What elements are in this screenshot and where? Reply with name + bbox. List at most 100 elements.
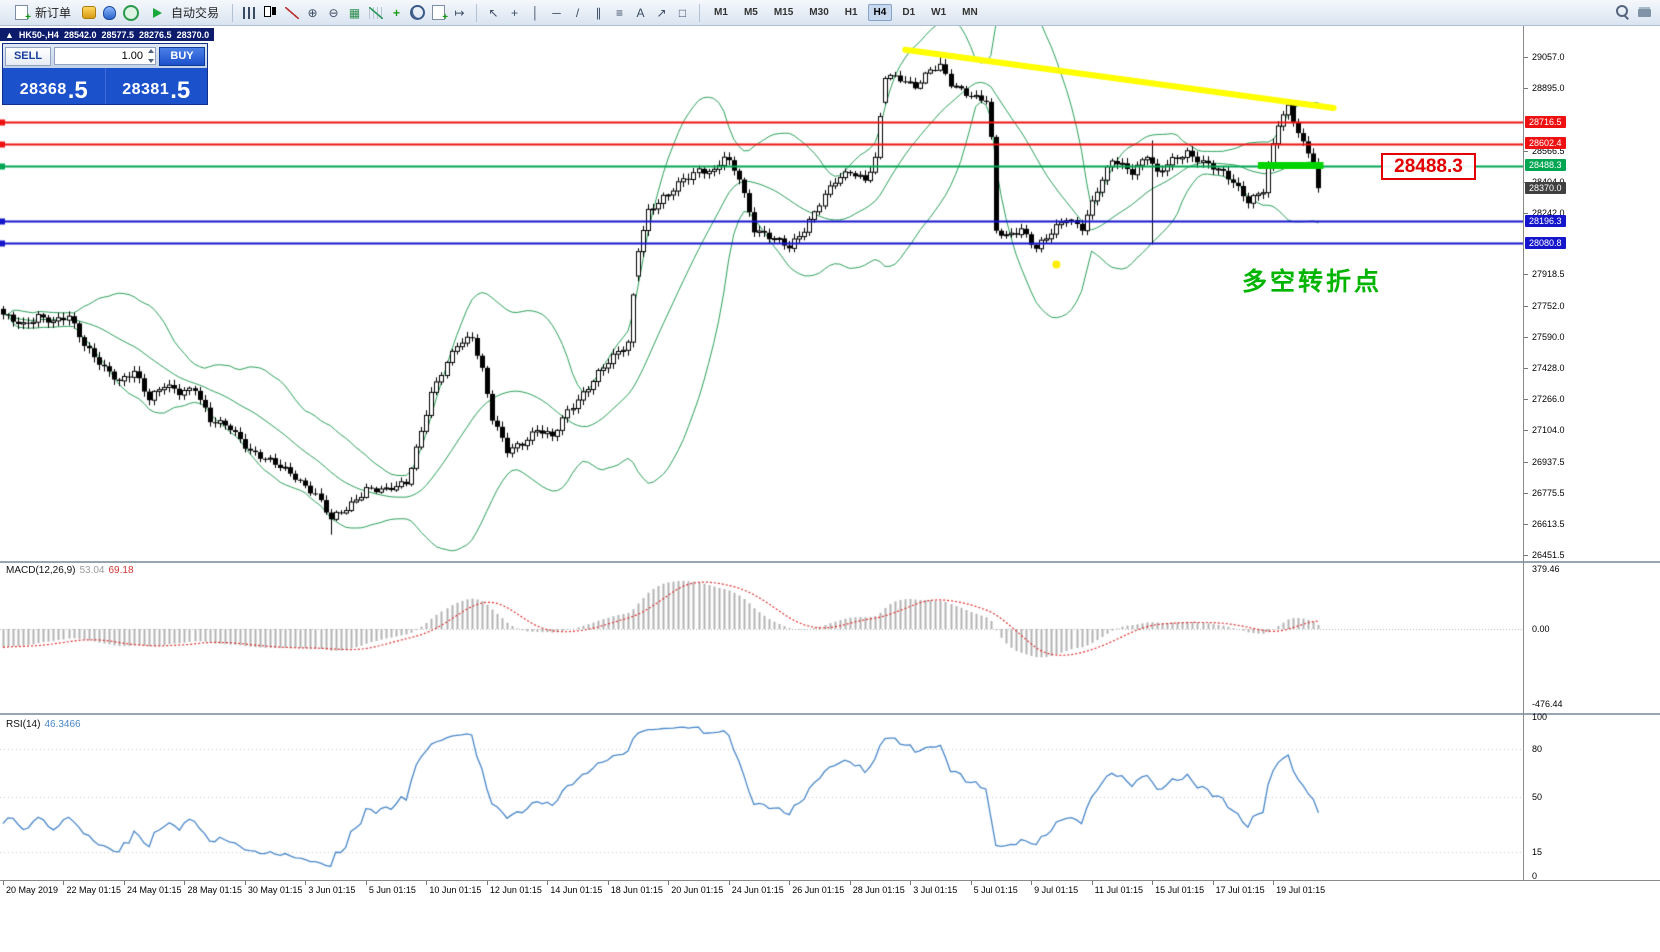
- price-axis-tick: [1524, 399, 1528, 400]
- price-level-label: 28716.5: [1525, 115, 1566, 128]
- rsi-splitter[interactable]: [0, 713, 1660, 715]
- buy-price-button[interactable]: 28381 .5: [104, 68, 208, 104]
- text-icon[interactable]: A: [636, 5, 645, 20]
- new-order-button[interactable]: 新订单: [6, 2, 77, 23]
- price-level-label: 28602.4: [1525, 137, 1566, 150]
- horizontal-line-icon[interactable]: ─: [552, 5, 561, 20]
- new-order-icon: [12, 4, 31, 23]
- price-axis-tick: [1524, 462, 1528, 463]
- timeframe-h1[interactable]: H1: [844, 7, 858, 18]
- price-level-label: 28370.0: [1525, 181, 1566, 194]
- volume-field[interactable]: [54, 47, 156, 65]
- price-axis-tick: [1524, 88, 1528, 89]
- volume-down-icon[interactable]: [148, 59, 154, 63]
- arrows-icon[interactable]: ↗: [656, 5, 667, 20]
- chart-shift-icon[interactable]: ↦: [454, 5, 465, 20]
- add-indicator-icon[interactable]: +: [393, 5, 401, 20]
- time-axis-label: 20 Jun 01:15: [671, 885, 724, 895]
- time-axis-label: 9 Jul 01:15: [1034, 885, 1079, 895]
- macd-splitter[interactable]: [0, 561, 1660, 563]
- profiles-icon[interactable]: [100, 4, 119, 21]
- zoom-in-icon[interactable]: ⊕: [307, 5, 318, 20]
- time-axis-label: 28 Jun 01:15: [852, 885, 905, 895]
- print-icon[interactable]: [1635, 4, 1654, 21]
- indicators-icon[interactable]: [366, 4, 385, 21]
- time-axis-tick: [1213, 881, 1214, 885]
- one-click-prices: 28368 .5 28381 .5: [3, 68, 207, 104]
- time-axis-label: 5 Jun 01:15: [368, 885, 416, 895]
- time-axis-label: 3 Jul 01:15: [913, 885, 958, 895]
- macd-signal-value: 69.18: [108, 565, 134, 576]
- volume-spinner[interactable]: [148, 49, 154, 63]
- one-click-trading-panel: SELL BUY 28368 .5 28381 .5: [2, 43, 208, 105]
- time-axis-label: 22 May 01:15: [66, 885, 122, 895]
- rsi-value: 46.3466: [44, 719, 81, 730]
- time-axis-tick: [910, 881, 911, 885]
- price-axis-label: 26775.5: [1532, 487, 1565, 498]
- time-axis-tick: [789, 881, 790, 885]
- price-axis-label: 26937.5: [1532, 456, 1565, 467]
- refresh-icon[interactable]: [121, 4, 140, 21]
- macd-axis-label: 0.00: [1532, 624, 1550, 634]
- price-level-label: 28196.3: [1525, 214, 1566, 227]
- price-axis[interactable]: 29057.028895.028566.528404.028242.027918…: [1524, 26, 1660, 561]
- timeframe-h4[interactable]: H4: [867, 4, 893, 21]
- price-axis-tick: [1524, 430, 1528, 431]
- timeframe-w1[interactable]: W1: [931, 7, 947, 18]
- buy-button[interactable]: BUY: [159, 46, 205, 66]
- time-axis-tick: [3, 881, 4, 885]
- note-text[interactable]: 多空转折点: [1242, 268, 1383, 296]
- time-axis-label: 20 May 2019: [6, 885, 59, 895]
- price-axis-label: 27266.0: [1532, 393, 1565, 404]
- time-axis-label: 28 May 01:15: [187, 885, 242, 895]
- volume-input[interactable]: [55, 48, 155, 64]
- price-axis-tick: [1524, 337, 1528, 338]
- time-axis-label: 30 May 01:15: [247, 885, 303, 895]
- price-callout[interactable]: 28488.3: [1381, 153, 1476, 180]
- price-axis-label: 26451.5: [1532, 549, 1565, 560]
- timeframe-m30[interactable]: M30: [809, 7, 829, 18]
- time-axis-tick: [63, 881, 64, 885]
- timeframe-m15[interactable]: M15: [773, 7, 794, 18]
- timeframe-mn[interactable]: MN: [962, 7, 978, 18]
- time-axis-label: 10 Jun 01:15: [429, 885, 482, 895]
- rsi-panel-canvas[interactable]: [0, 716, 1523, 878]
- vertical-line-icon[interactable]: │: [531, 5, 540, 20]
- period-icon[interactable]: [408, 4, 427, 21]
- toolbar-right-group: [1614, 4, 1654, 21]
- tile-windows-icon[interactable]: ▦: [348, 5, 361, 20]
- time-axis-tick: [1031, 881, 1032, 885]
- timeframe-m5[interactable]: M5: [743, 7, 758, 18]
- main-chart-canvas[interactable]: [0, 26, 1523, 561]
- price-axis-label: 28242.0: [1532, 207, 1565, 218]
- templates-icon[interactable]: [429, 4, 448, 23]
- channel-icon[interactable]: ∥: [595, 5, 602, 20]
- price-axis-label: 26613.5: [1532, 518, 1565, 529]
- fibonacci-icon[interactable]: ≡: [616, 5, 624, 20]
- line-chart-icon[interactable]: [282, 4, 301, 21]
- time-axis-label: 14 Jun 01:15: [550, 885, 603, 895]
- time-axis-tick: [608, 881, 609, 885]
- timeframe-m1[interactable]: M1: [714, 7, 728, 18]
- macd-panel-canvas[interactable]: [0, 563, 1523, 712]
- search-icon[interactable]: [1614, 4, 1633, 21]
- time-axis-tick: [668, 881, 669, 885]
- volume-up-icon[interactable]: [148, 49, 154, 53]
- trendline-icon[interactable]: /: [575, 5, 580, 20]
- time-axis[interactable]: 20 May 2019 22 May 01:15 24 May 01:15 28 Ma…: [0, 881, 1523, 899]
- crosshair-icon[interactable]: +: [511, 5, 519, 20]
- sell-price-button[interactable]: 28368 .5: [3, 68, 105, 104]
- time-axis-label: 5 Jul 01:15: [973, 885, 1018, 895]
- bar-chart-icon[interactable]: [240, 4, 259, 21]
- time-axis-tick: [487, 881, 488, 885]
- timeframe-d1[interactable]: D1: [902, 7, 916, 18]
- price-axis-label: 28895.0: [1532, 82, 1565, 93]
- shapes-icon[interactable]: □: [678, 5, 687, 20]
- zoom-out-icon[interactable]: ⊖: [328, 5, 339, 20]
- autotrade-button[interactable]: 自动交易: [142, 2, 225, 23]
- market-watch-icon[interactable]: [79, 4, 98, 21]
- rsi-axis-label: 100: [1532, 712, 1548, 722]
- cursor-icon[interactable]: ↖: [488, 5, 499, 20]
- sell-button[interactable]: SELL: [5, 46, 51, 66]
- candlestick-chart-icon[interactable]: [261, 4, 280, 21]
